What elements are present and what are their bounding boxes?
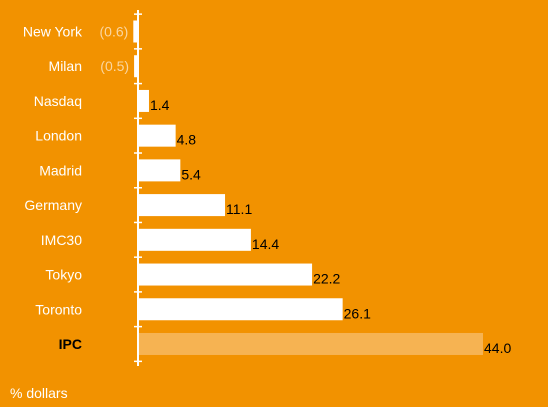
value-label: 22.2 xyxy=(313,271,340,287)
bar-madrid xyxy=(138,159,181,182)
category-label: Milan xyxy=(49,58,82,74)
category-label: Madrid xyxy=(39,162,82,178)
bar-ipc xyxy=(138,332,483,355)
bar-new-york xyxy=(133,20,138,43)
category-label: Germany xyxy=(24,197,82,213)
unit-label: % dollars xyxy=(10,385,68,401)
value-label: 11.1 xyxy=(226,201,252,217)
bar-tokyo xyxy=(138,263,313,286)
value-label: 4.8 xyxy=(177,132,197,148)
category-label: Tokyo xyxy=(45,267,82,283)
bar-nasdaq xyxy=(138,89,149,112)
value-label: 26.1 xyxy=(344,305,371,321)
value-label: 1.4 xyxy=(150,97,170,113)
value-label: 14.4 xyxy=(252,236,279,252)
bar-germany xyxy=(138,194,226,217)
category-label: IPC xyxy=(59,336,82,352)
bar-toronto xyxy=(138,298,343,321)
value-label: (0.5) xyxy=(100,58,129,74)
category-label: London xyxy=(35,128,82,144)
value-label: (0.6) xyxy=(100,24,129,40)
category-label: Toronto xyxy=(35,301,82,317)
bars-group xyxy=(133,20,483,355)
category-label: Nasdaq xyxy=(34,93,82,109)
category-label: New York xyxy=(23,24,83,40)
bar-milan xyxy=(134,55,138,78)
bar-imc30 xyxy=(138,228,251,251)
axis-group xyxy=(134,10,142,366)
value-label: 5.4 xyxy=(181,166,201,182)
category-label: IMC30 xyxy=(41,232,82,248)
labels-group: New York (0.6) Milan (0.5) Nasdaq 1.4 London 4.… xyxy=(23,24,512,356)
value-label: 44.0 xyxy=(484,340,511,356)
bar-london xyxy=(138,124,176,147)
